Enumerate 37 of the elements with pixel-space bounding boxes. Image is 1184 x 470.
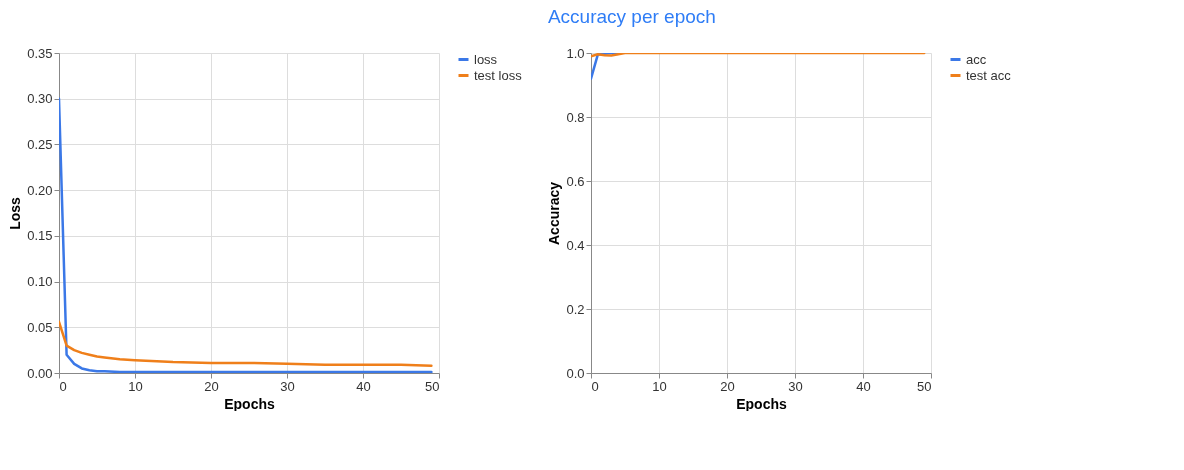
y-tick-label: 1.0 [566, 45, 585, 61]
y-tick-label: 0.30 [27, 91, 53, 107]
y-tick-label: 0.25 [27, 136, 53, 152]
y-tick-label: 0.35 [27, 45, 53, 61]
x-tick-label: 20 [204, 378, 219, 394]
y-tick-label: 0.4 [566, 237, 585, 253]
line-series [59, 97, 433, 373]
x-tick-label: 0 [591, 378, 599, 394]
line-series [59, 320, 433, 367]
x-tick-label: 10 [128, 378, 143, 394]
x-tick-label: 0 [59, 378, 67, 394]
y-axis-title: Loss [7, 196, 24, 230]
x-axis-title: Epochs [224, 395, 275, 412]
legend-label: loss [474, 51, 498, 67]
y-axis-title: Accuracy [546, 181, 563, 246]
y-tick-label: 0.6 [566, 173, 585, 189]
x-axis-title: Epochs [736, 395, 787, 412]
legend-label: test acc [966, 67, 1012, 83]
x-tick-label: 10 [652, 378, 667, 394]
x-tick-label: 30 [788, 378, 803, 394]
y-tick-label: 0.05 [27, 319, 53, 335]
chart-title: Accuracy per epoch [547, 6, 716, 27]
y-tick-label: 0.15 [27, 228, 53, 244]
legend-label: test loss [474, 67, 523, 83]
y-tick-label: 0.00 [27, 365, 53, 381]
x-tick-label: 50 [917, 378, 932, 394]
x-tick-label: 40 [856, 378, 871, 394]
y-tick-label: 0.2 [566, 301, 585, 317]
x-tick-label: 50 [425, 378, 440, 394]
x-tick-label: 30 [280, 378, 295, 394]
y-tick-label: 0.8 [566, 109, 585, 125]
legend-label: acc [966, 51, 987, 67]
x-tick-label: 20 [720, 378, 735, 394]
y-tick-label: 0.0 [566, 365, 585, 381]
y-tick-label: 0.20 [27, 182, 53, 198]
x-tick-label: 40 [356, 378, 371, 394]
y-tick-label: 0.10 [27, 274, 53, 290]
